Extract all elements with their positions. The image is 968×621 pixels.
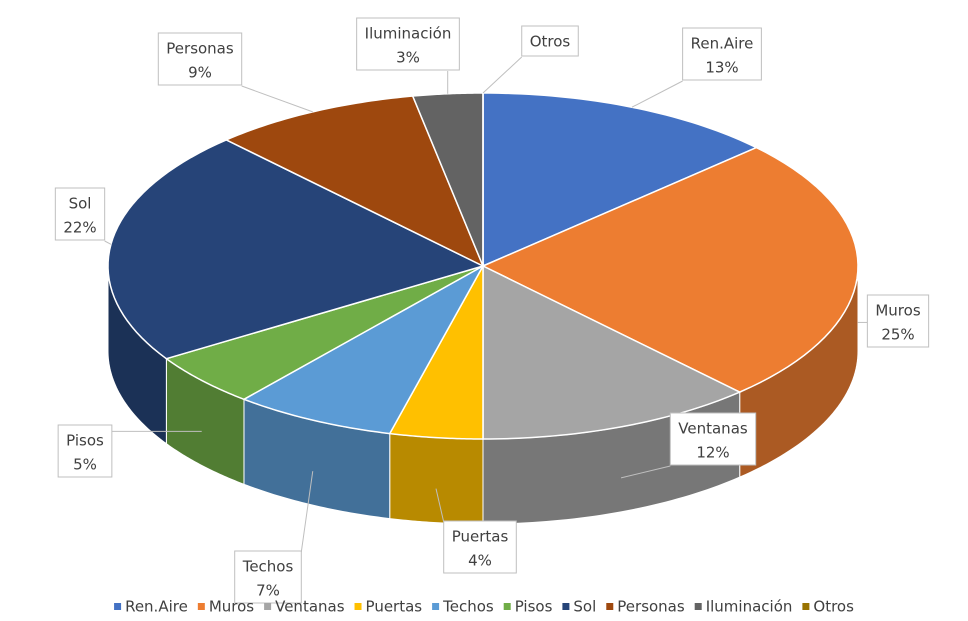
label-box [356, 17, 460, 71]
label-name: Iluminación [365, 25, 452, 43]
label-value: 3% [396, 49, 420, 67]
label-name: Sol [69, 195, 92, 213]
slice [224, 95, 485, 268]
legend-swatch [432, 603, 440, 610]
data-label: Pisos 5% [57, 424, 113, 478]
leader-line [620, 465, 671, 479]
legend-swatch [503, 603, 511, 610]
leader-line [631, 80, 683, 108]
label-box [669, 412, 757, 466]
data-label: Otros [521, 25, 579, 57]
label-name: Puertas [452, 528, 509, 546]
label-box [234, 550, 302, 604]
leader-line [241, 85, 313, 113]
legend: Ren.Aire Muros Ventanas Puertas Techos Pisos S… [114, 598, 854, 616]
label-box [57, 424, 113, 478]
leader-line [435, 488, 445, 523]
label-value: 7% [256, 582, 280, 600]
legend-label: Otros [813, 598, 854, 616]
label-box [157, 32, 243, 86]
label-name: Techos [242, 558, 294, 576]
legend-swatch [197, 603, 205, 610]
label-box [54, 187, 106, 241]
legend-swatch [562, 603, 570, 610]
legend-swatch [354, 603, 362, 610]
leader-line [482, 56, 523, 94]
data-label: Sol 22% [54, 187, 106, 241]
slice-side [389, 433, 484, 525]
label-box [682, 27, 762, 81]
label-value: 9% [188, 64, 212, 82]
legend-label: Puertas [366, 598, 423, 616]
data-label: Techos 7% [234, 550, 302, 604]
label-name: Personas [166, 40, 234, 58]
data-label: Ventanas 12% [669, 412, 757, 466]
legend-swatch [114, 603, 122, 610]
legend-label: Sol [573, 598, 596, 616]
label-value: 13% [705, 59, 738, 77]
label-name: Ren.Aire [691, 35, 754, 53]
label-value: 4% [468, 552, 492, 570]
leader-line [104, 240, 112, 245]
legend-swatch [694, 603, 702, 610]
slice [482, 264, 742, 440]
label-value: 12% [696, 444, 729, 462]
label-name: Pisos [66, 432, 104, 450]
data-label: Muros 25% [866, 294, 930, 348]
leader-line [300, 471, 314, 553]
data-label: Ren.Aire 13% [682, 27, 762, 81]
label-box [443, 520, 517, 574]
legend-label: Ventanas [275, 598, 345, 616]
slice [481, 146, 859, 393]
label-value: 22% [63, 219, 96, 237]
label-name: Ventanas [678, 420, 748, 438]
legend-label: Techos [442, 598, 494, 616]
label-name: Otros [530, 33, 571, 51]
slice [242, 264, 485, 435]
legend-label: Personas [617, 598, 685, 616]
label-box [521, 25, 579, 57]
label-box [866, 294, 930, 348]
leaders [104, 56, 868, 553]
label-value: 25% [881, 326, 914, 344]
data-label: Puertas 4% [443, 520, 517, 574]
label-value: 5% [73, 456, 97, 474]
legend-swatch [264, 603, 272, 610]
legend-label: Pisos [515, 598, 553, 616]
legend-label: Muros [209, 598, 254, 616]
legend-label: Iluminación [706, 598, 793, 616]
slice [164, 265, 484, 401]
labels: Ren.Aire 13% Muros 25% Ventanas 12% Puertas 4% T… [54, 17, 930, 604]
legend-swatch [606, 603, 614, 610]
tops [107, 92, 859, 440]
slice [411, 92, 484, 267]
data-label: Personas 9% [157, 32, 243, 86]
label-name: Muros [875, 302, 920, 320]
data-label: Iluminación 3% [356, 17, 460, 71]
legend-swatch [802, 603, 810, 610]
legend-label: Ren.Aire [125, 598, 188, 616]
slice [482, 92, 759, 268]
